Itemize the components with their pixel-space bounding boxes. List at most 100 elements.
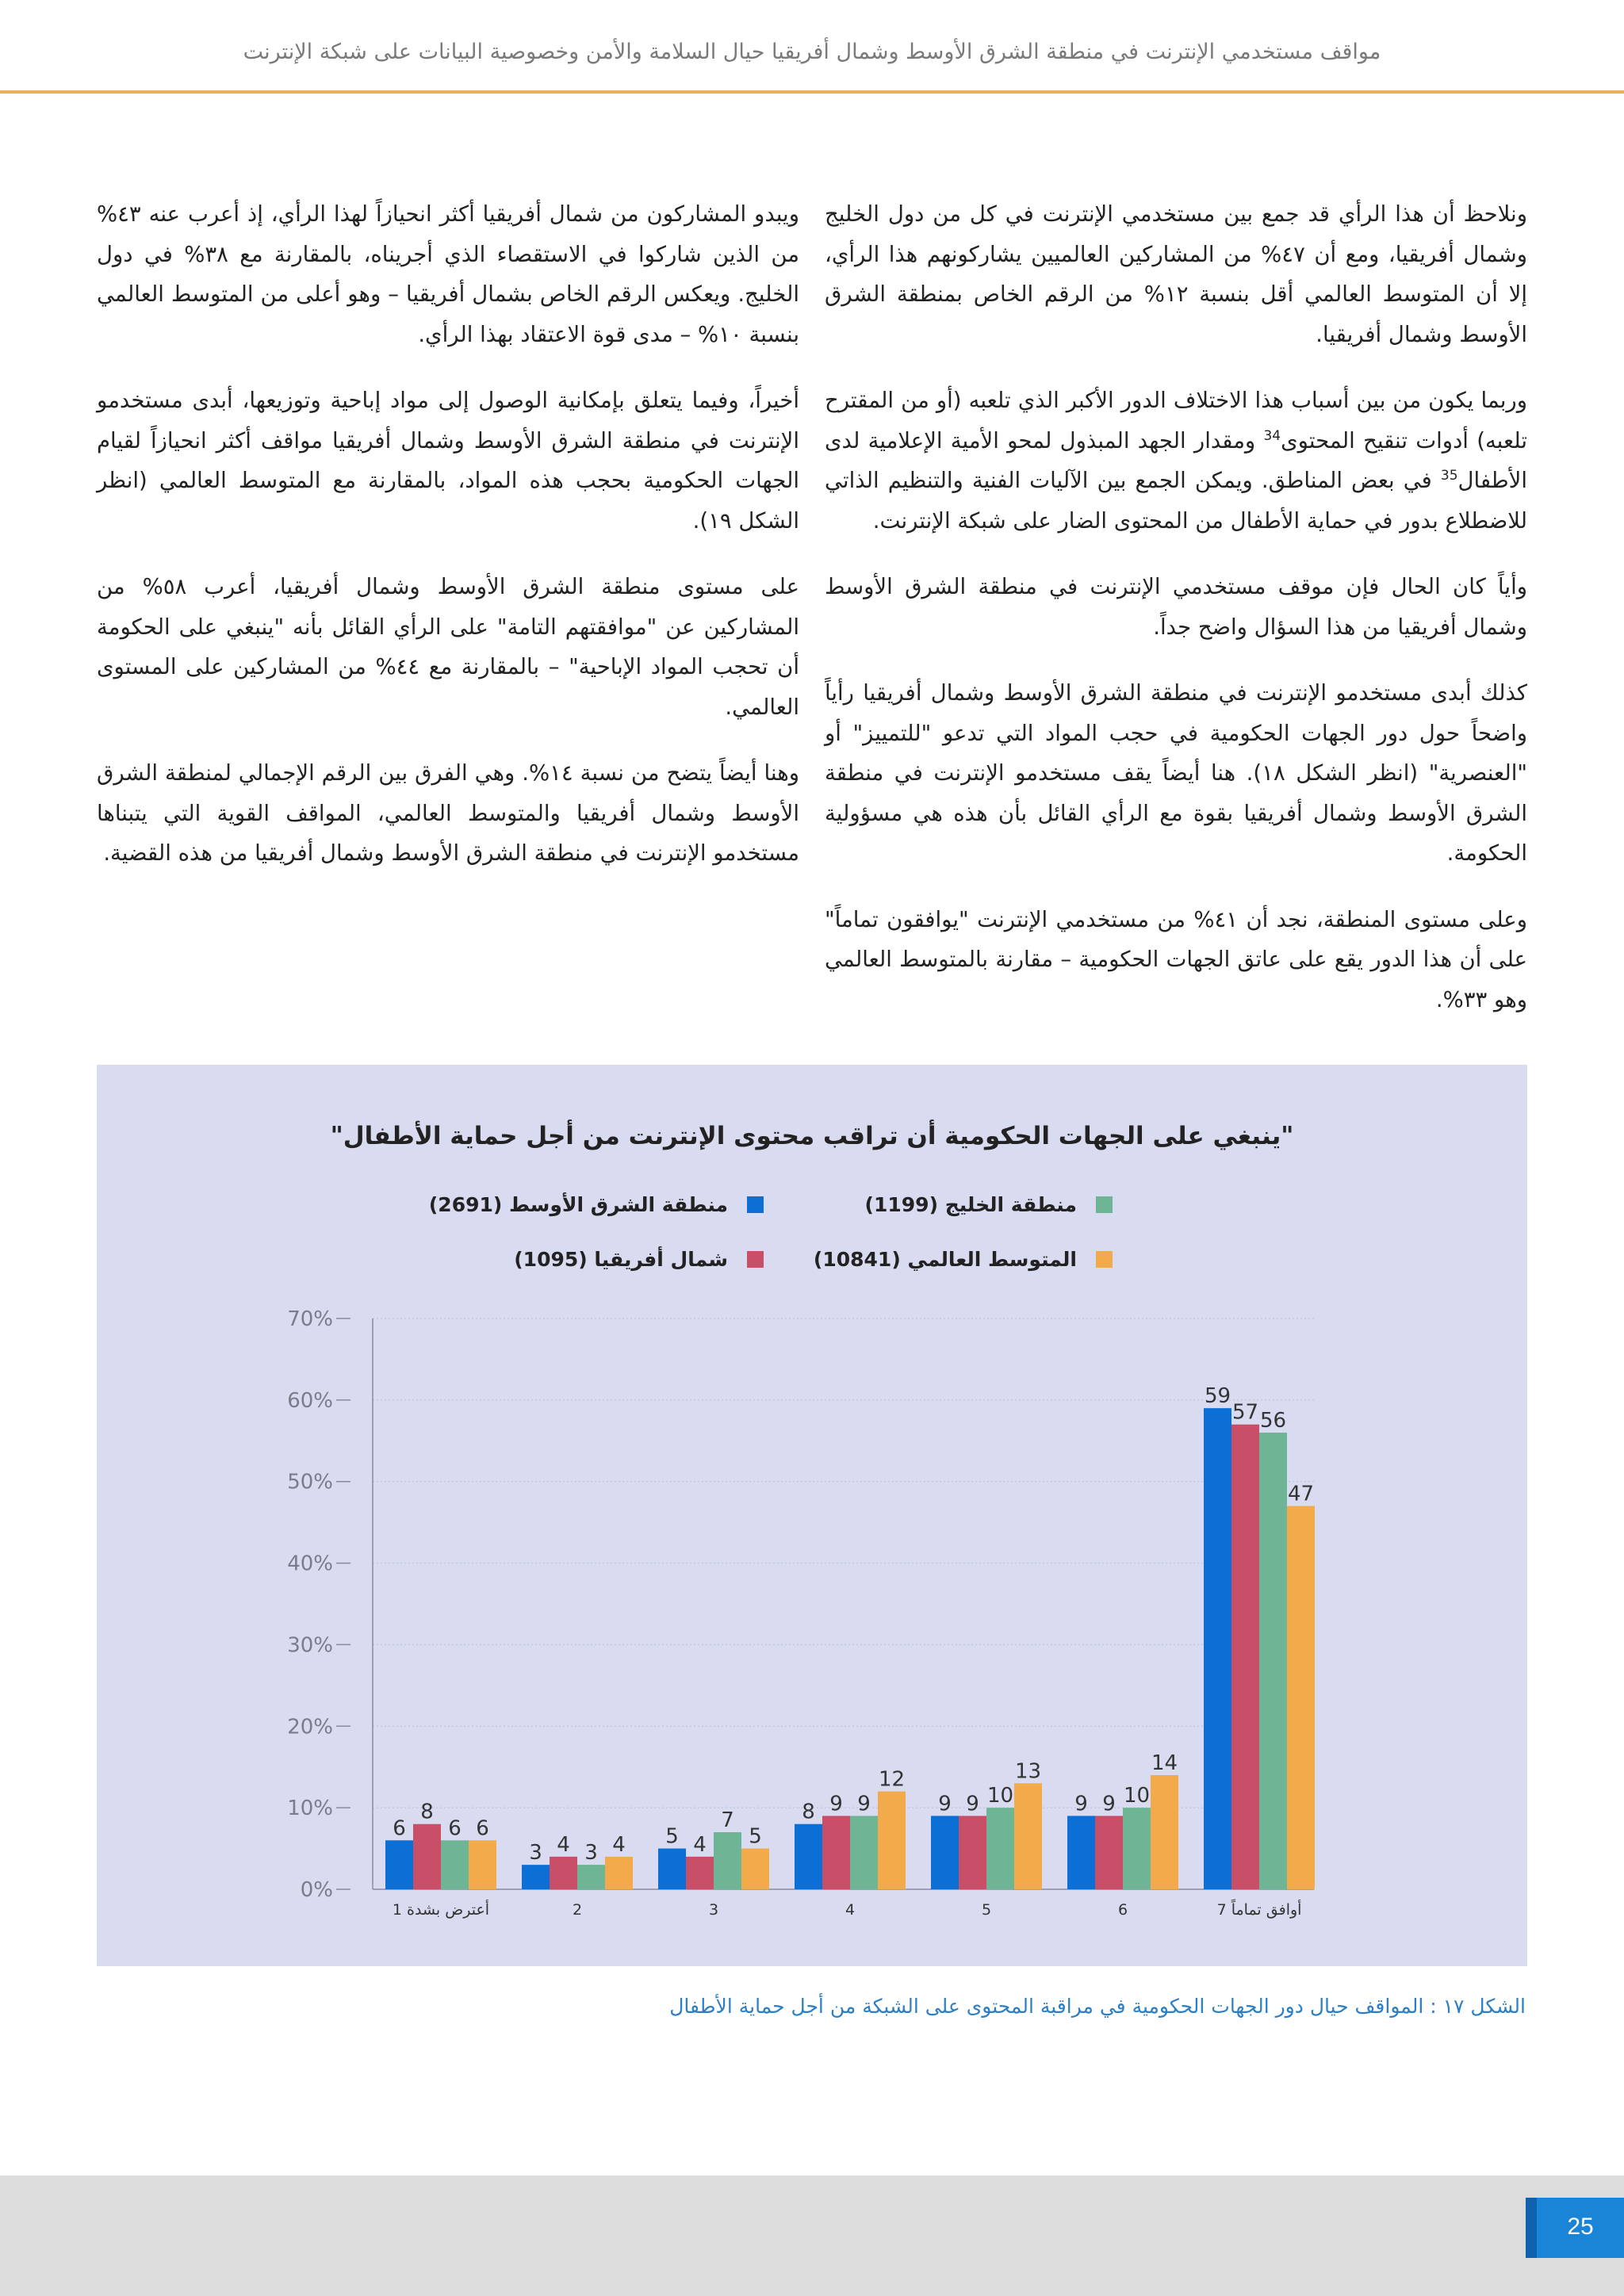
data-label: 7 [721, 1808, 734, 1832]
bar [1095, 1816, 1123, 1889]
legend-swatch [747, 1251, 764, 1268]
data-label: 12 [879, 1768, 905, 1792]
bar [1151, 1775, 1178, 1889]
legend-swatch [747, 1196, 764, 1213]
y-tick-label: 40% [287, 1552, 333, 1576]
data-label: 9 [829, 1792, 843, 1816]
y-tick-label: 50% [287, 1471, 333, 1494]
text-column-left: ويبدو المشاركون من شمال أفريقيا أكثر انح… [97, 194, 799, 900]
data-label: 5 [749, 1825, 762, 1849]
bar [741, 1848, 769, 1889]
data-label: 59 [1205, 1384, 1231, 1408]
data-label: 9 [938, 1792, 952, 1816]
paragraph: وهنا أيضاً يتضح من نسبة ١٤%. وهي الفرق ب… [97, 760, 799, 866]
bar [1204, 1408, 1231, 1889]
figure-caption: الشكل ١٧ : المواقف حيال دور الجهات الحكو… [669, 1995, 1526, 2018]
page-number: 25 [1567, 2214, 1594, 2240]
data-label: 4 [612, 1833, 626, 1857]
paragraph: ونلاحظ أن هذا الرأي قد جمع بين مستخدمي ا… [825, 201, 1527, 347]
legend-label: منطقة الخليج (1199) [865, 1193, 1077, 1217]
paragraph: وعلى مستوى المنطقة، نجد أن ٤١% من مستخدم… [825, 906, 1527, 1012]
bar [658, 1848, 686, 1889]
data-label: 6 [448, 1816, 462, 1840]
bar [1231, 1424, 1259, 1889]
data-label: 9 [1102, 1792, 1116, 1816]
page-box-accent [1526, 2198, 1537, 2258]
x-tick-label: 2 [573, 1901, 582, 1919]
legend-label: شمال أفريقيا (1095) [514, 1246, 728, 1272]
data-label: 14 [1151, 1751, 1178, 1775]
bar [986, 1808, 1014, 1889]
bar [878, 1791, 906, 1889]
bar [522, 1865, 550, 1889]
data-label: 5 [665, 1825, 679, 1849]
bar [1014, 1783, 1042, 1889]
page-footer [0, 2175, 1624, 2296]
y-tick-label: 30% [287, 1633, 333, 1657]
legend-label: المتوسط العالمي (10841) [814, 1248, 1077, 1272]
data-label: 8 [802, 1800, 815, 1824]
data-label: 56 [1260, 1409, 1286, 1433]
data-label: 9 [857, 1792, 871, 1816]
chart-panel: "ينبغي على الجهات الحكومية أن تراقب محتو… [97, 1065, 1527, 1966]
y-tick-label: 0% [301, 1878, 333, 1902]
data-label: 4 [693, 1833, 707, 1857]
x-tick-label: 6 [1118, 1901, 1128, 1919]
bar [686, 1856, 714, 1889]
bar [1259, 1433, 1287, 1889]
bar [850, 1816, 878, 1889]
y-tick-label: 60% [287, 1389, 333, 1413]
y-tick-label: 10% [287, 1797, 333, 1820]
page-number-box: 25 [1526, 2198, 1624, 2258]
data-label: 8 [420, 1800, 434, 1824]
paragraph: كذلك أبدى مستخدمو الإنترنت في منطقة الشر… [825, 680, 1527, 866]
y-tick-label: 70% [287, 1307, 333, 1331]
bar [1123, 1808, 1151, 1889]
legend-label: منطقة الشرق الأوسط (2691) [429, 1192, 728, 1217]
data-label: 3 [529, 1841, 542, 1865]
legend-swatch [1096, 1196, 1113, 1213]
x-tick-label: أعترض بشدة 1 [393, 1900, 489, 1919]
bar [959, 1816, 986, 1889]
footnote-ref[interactable]: 35 [1440, 467, 1458, 484]
data-label: 10 [1124, 1784, 1150, 1808]
text-column-right: ونلاحظ أن هذا الرأي قد جمع بين مستخدمي ا… [825, 194, 1527, 1046]
page-header: مواقف مستخدمي الإنترنت في منطقة الشرق ال… [0, 0, 1624, 94]
header-title: مواقف مستخدمي الإنترنت في منطقة الشرق ال… [243, 40, 1381, 64]
bar [385, 1840, 413, 1889]
bar-chart: "ينبغي على الجهات الحكومية أن تراقب محتو… [287, 1119, 1315, 1919]
x-tick-label: 5 [982, 1901, 991, 1919]
paragraph: وأياً كان الحال فإن موقف مستخدمي الإنترن… [825, 574, 1527, 640]
bar [577, 1865, 605, 1889]
bar [605, 1856, 633, 1889]
bar [714, 1832, 741, 1889]
bar [795, 1823, 822, 1889]
x-tick-label: أوافق تماماً 7 [1217, 1899, 1302, 1919]
data-label: 9 [1074, 1792, 1088, 1816]
bar [822, 1816, 850, 1889]
data-label: 13 [1015, 1759, 1041, 1783]
bar [550, 1856, 577, 1889]
x-tick-label: 3 [709, 1901, 718, 1919]
paragraph: وربما يكون من بين أسباب هذا الاختلاف الد… [825, 388, 1528, 534]
y-tick-label: 20% [287, 1715, 333, 1739]
data-label: 10 [987, 1784, 1013, 1808]
legend-swatch [1096, 1251, 1113, 1268]
data-label: 9 [966, 1792, 979, 1816]
data-label: 6 [476, 1816, 489, 1840]
data-label: 3 [584, 1841, 598, 1865]
data-label: 6 [393, 1816, 406, 1840]
data-label: 47 [1288, 1483, 1314, 1506]
bar [1067, 1816, 1095, 1889]
chart-title: "ينبغي على الجهات الحكومية أن تراقب محتو… [331, 1119, 1294, 1150]
bar [469, 1840, 496, 1889]
data-label: 4 [557, 1833, 570, 1857]
bar [413, 1823, 441, 1889]
x-tick-label: 4 [845, 1901, 855, 1919]
paragraph: أخيراً، وفيما يتعلق بإمكانية الوصول إلى … [97, 388, 799, 534]
bar [441, 1840, 469, 1889]
footnote-ref[interactable]: 34 [1263, 427, 1281, 444]
paragraph: ويبدو المشاركون من شمال أفريقيا أكثر انح… [97, 201, 800, 347]
bar [1287, 1506, 1315, 1889]
bar [931, 1816, 959, 1889]
